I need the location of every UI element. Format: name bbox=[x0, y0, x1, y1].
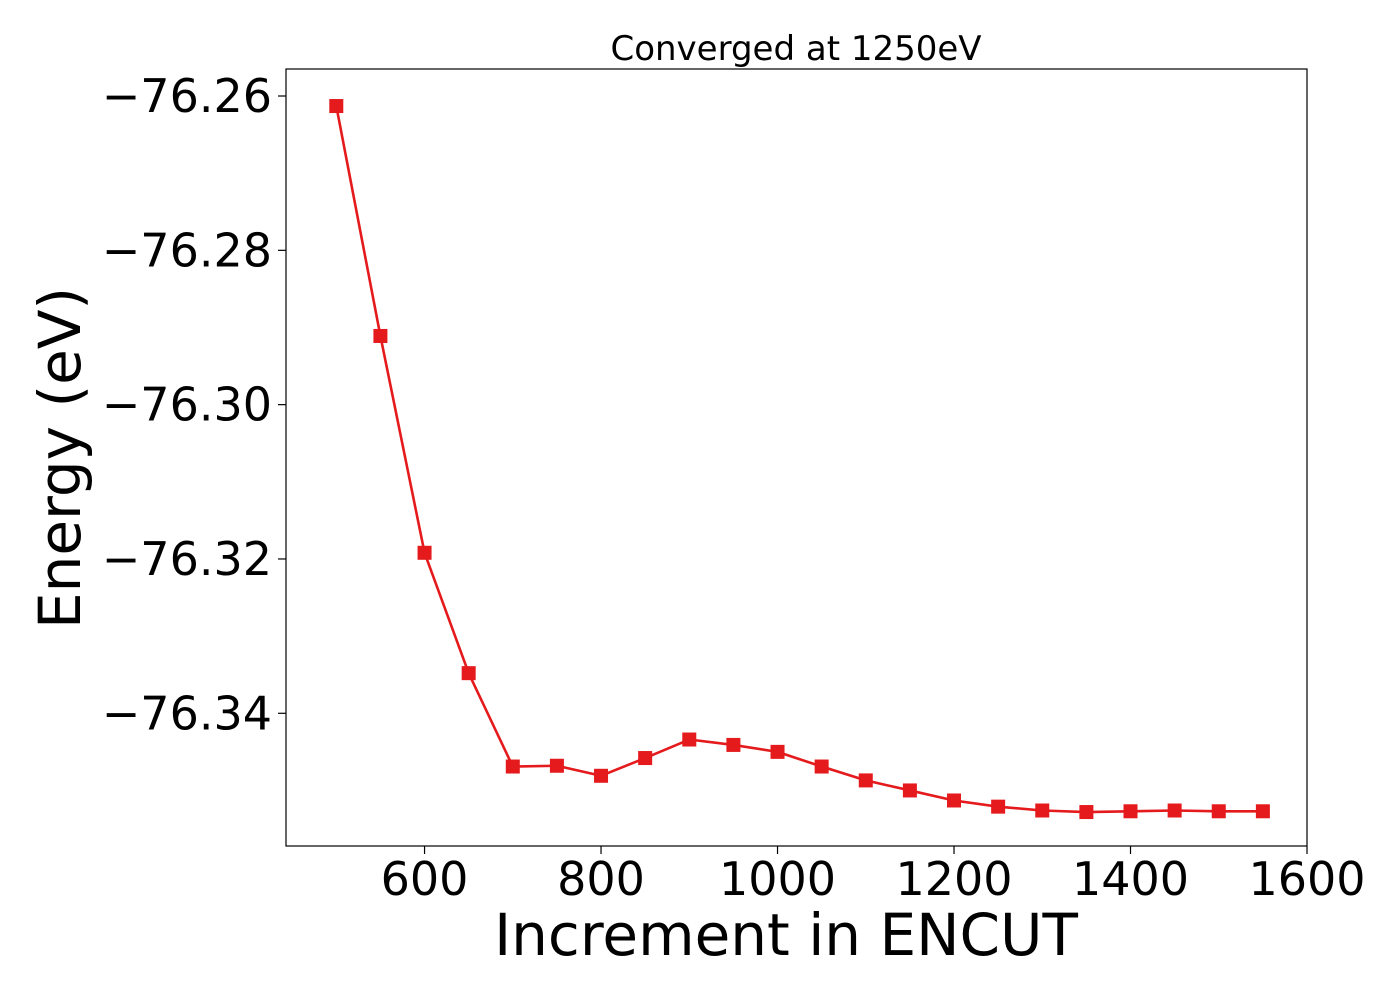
data-point-marker bbox=[770, 744, 785, 759]
series-layer bbox=[329, 99, 1270, 820]
x-axis-label: Increment in ENCUT bbox=[494, 901, 1078, 969]
data-point-marker bbox=[1167, 803, 1182, 818]
data-point-marker bbox=[814, 759, 829, 774]
data-point-marker bbox=[594, 768, 609, 783]
data-point-marker bbox=[991, 799, 1006, 814]
x-tick-label: 1000 bbox=[719, 852, 836, 906]
y-tick-label: −76.28 bbox=[102, 223, 272, 277]
data-point-marker bbox=[1035, 803, 1050, 818]
data-point-marker bbox=[1079, 805, 1094, 820]
y-axis-label: Energy (eV) bbox=[26, 287, 94, 629]
data-point-marker bbox=[329, 99, 344, 114]
x-tick-label: 1200 bbox=[895, 852, 1012, 906]
x-tick-label: 600 bbox=[381, 852, 469, 906]
data-point-marker bbox=[1211, 804, 1226, 819]
plot-area bbox=[285, 68, 1308, 847]
y-tick-label: −76.30 bbox=[102, 378, 272, 432]
data-point-marker bbox=[902, 783, 917, 798]
series-line bbox=[335, 105, 1263, 814]
data-point-marker bbox=[373, 328, 388, 343]
data-point-marker bbox=[1255, 804, 1270, 819]
data-point-marker bbox=[505, 759, 520, 774]
x-axis: 600 800 1000 1200 1400 1600 bbox=[381, 846, 1366, 906]
data-point-marker bbox=[726, 737, 741, 752]
data-point-marker bbox=[638, 751, 653, 766]
data-point-marker bbox=[1123, 804, 1138, 819]
x-tick-label: 1400 bbox=[1072, 852, 1189, 906]
data-point-marker bbox=[461, 666, 476, 681]
data-point-marker bbox=[947, 793, 962, 808]
data-point-marker bbox=[549, 758, 564, 773]
x-tick-label: 1600 bbox=[1248, 852, 1365, 906]
plot-frame bbox=[285, 68, 1308, 847]
x-tick-label: 800 bbox=[557, 852, 645, 906]
chart-title: Converged at 1250eV bbox=[610, 29, 981, 69]
y-axis: −76.26 −76.28 −76.30 −76.32 −76.34 bbox=[102, 69, 286, 740]
y-tick-label: −76.34 bbox=[102, 686, 272, 740]
y-tick-label: −76.26 bbox=[102, 69, 272, 123]
data-point-marker bbox=[858, 773, 873, 788]
data-point-marker bbox=[417, 545, 432, 560]
y-tick-label: −76.32 bbox=[102, 532, 272, 586]
data-point-marker bbox=[682, 732, 697, 747]
